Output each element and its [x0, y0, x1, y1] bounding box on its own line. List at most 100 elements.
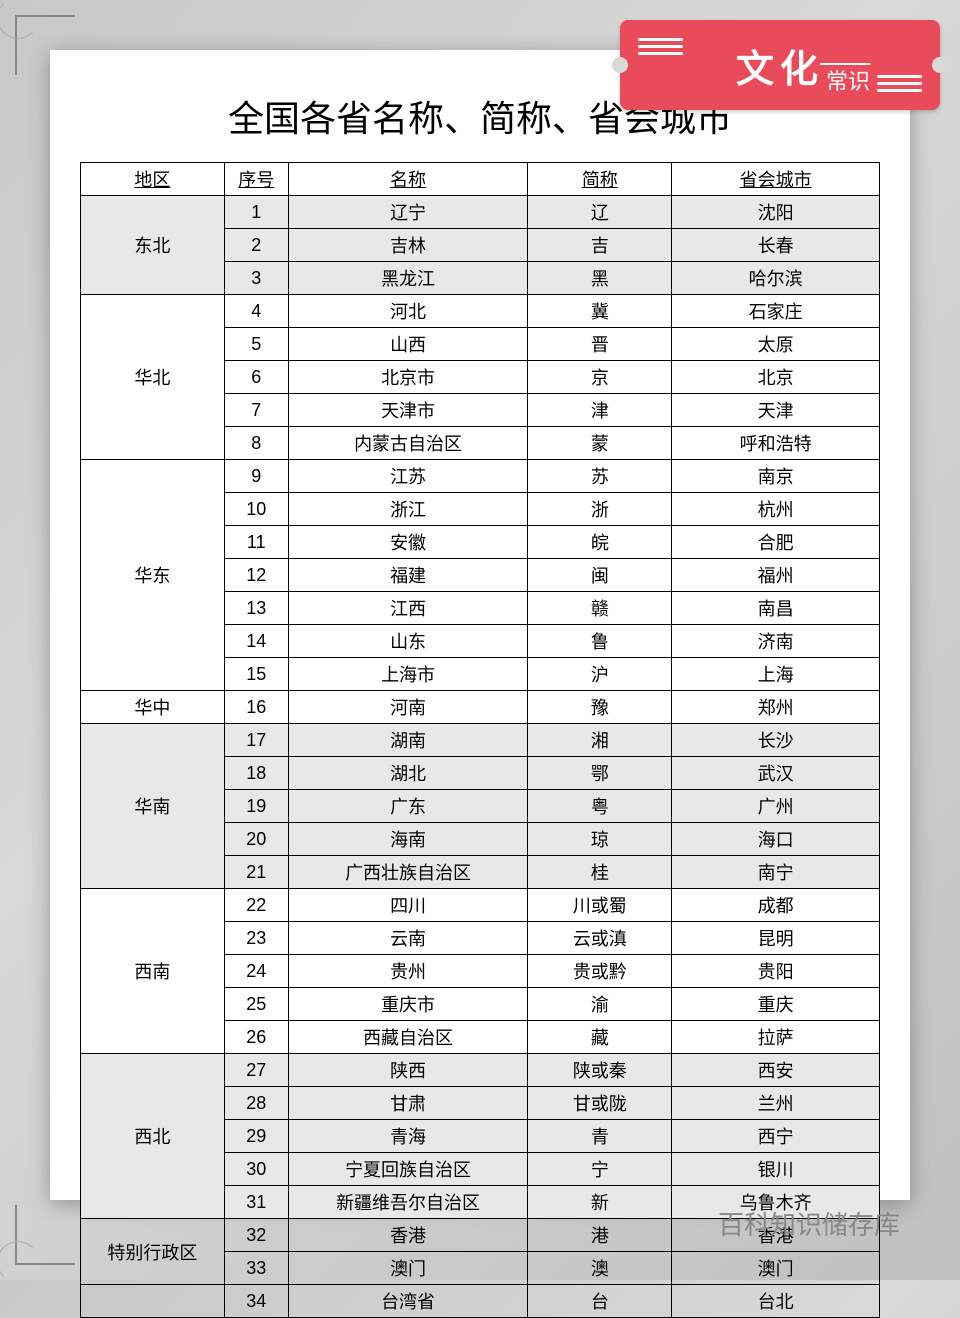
cell-cap: 广州	[672, 790, 880, 823]
cell-n: 1	[224, 196, 288, 229]
cell-n: 23	[224, 922, 288, 955]
col-num-header: 序号	[224, 163, 288, 196]
cell-n: 21	[224, 856, 288, 889]
cell-n: 20	[224, 823, 288, 856]
table-row: 华东9江苏苏南京	[81, 460, 880, 493]
cell-name: 广西壮族自治区	[288, 856, 528, 889]
cell-n: 4	[224, 295, 288, 328]
cell-abbr: 苏	[528, 460, 672, 493]
cell-abbr: 桂	[528, 856, 672, 889]
cell-name: 浙江	[288, 493, 528, 526]
cell-name: 河北	[288, 295, 528, 328]
col-abbr-header: 简称	[528, 163, 672, 196]
culture-stamp: 文化 常识	[620, 20, 940, 110]
cell-name: 湖南	[288, 724, 528, 757]
region-cell: 西南	[81, 889, 225, 1054]
cell-cap: 上海	[672, 658, 880, 691]
cell-n: 6	[224, 361, 288, 394]
cell-cap: 哈尔滨	[672, 262, 880, 295]
cell-cap: 西宁	[672, 1120, 880, 1153]
cell-cap: 北京	[672, 361, 880, 394]
stamp-lines-left	[638, 38, 683, 55]
cell-abbr: 晋	[528, 328, 672, 361]
cell-cap: 武汉	[672, 757, 880, 790]
cell-name: 新疆维吾尔自治区	[288, 1186, 528, 1219]
region-cell: 西北	[81, 1054, 225, 1219]
cell-cap: 昆明	[672, 922, 880, 955]
cell-cap: 海口	[672, 823, 880, 856]
region-cell: 东北	[81, 196, 225, 295]
cell-n: 13	[224, 592, 288, 625]
cell-abbr: 云或滇	[528, 922, 672, 955]
cell-name: 香港	[288, 1219, 528, 1252]
cell-abbr: 粤	[528, 790, 672, 823]
cell-n: 8	[224, 427, 288, 460]
cell-cap: 呼和浩特	[672, 427, 880, 460]
cell-abbr: 湘	[528, 724, 672, 757]
cell-abbr: 鄂	[528, 757, 672, 790]
cell-n: 30	[224, 1153, 288, 1186]
cell-name: 台湾省	[288, 1285, 528, 1318]
cell-cap: 拉萨	[672, 1021, 880, 1054]
cell-n: 12	[224, 559, 288, 592]
cell-n: 2	[224, 229, 288, 262]
cell-abbr: 台	[528, 1285, 672, 1318]
cell-n: 26	[224, 1021, 288, 1054]
cell-cap: 合肥	[672, 526, 880, 559]
table-row: 华南17湖南湘长沙	[81, 724, 880, 757]
cell-n: 17	[224, 724, 288, 757]
cell-cap: 南京	[672, 460, 880, 493]
cell-abbr: 琼	[528, 823, 672, 856]
corner-decoration-bl	[15, 1205, 75, 1265]
cell-n: 11	[224, 526, 288, 559]
cell-n: 10	[224, 493, 288, 526]
cell-name: 上海市	[288, 658, 528, 691]
cell-n: 27	[224, 1054, 288, 1087]
cell-name: 内蒙古自治区	[288, 427, 528, 460]
provinces-table: 地区 序号 名称 简称 省会城市 东北1辽宁辽沈阳2吉林吉长春3黑龙江黑哈尔滨华…	[80, 162, 880, 1318]
cell-n: 14	[224, 625, 288, 658]
cell-cap: 南宁	[672, 856, 880, 889]
cell-abbr: 港	[528, 1219, 672, 1252]
cell-cap: 重庆	[672, 988, 880, 1021]
cell-cap: 太原	[672, 328, 880, 361]
cell-abbr: 陕或秦	[528, 1054, 672, 1087]
cell-cap: 沈阳	[672, 196, 880, 229]
cell-n: 16	[224, 691, 288, 724]
cell-abbr: 赣	[528, 592, 672, 625]
table-row: 西南22四川川或蜀成都	[81, 889, 880, 922]
cell-abbr: 京	[528, 361, 672, 394]
cell-n: 7	[224, 394, 288, 427]
cell-name: 青海	[288, 1120, 528, 1153]
cell-abbr: 冀	[528, 295, 672, 328]
table-row: 东北1辽宁辽沈阳	[81, 196, 880, 229]
cell-cap: 台北	[672, 1285, 880, 1318]
cell-abbr: 新	[528, 1186, 672, 1219]
cell-abbr: 闽	[528, 559, 672, 592]
cell-cap: 成都	[672, 889, 880, 922]
stamp-text-small: 常识	[826, 64, 870, 96]
stamp-lines-right	[877, 75, 922, 92]
cell-abbr: 蒙	[528, 427, 672, 460]
cell-name: 天津市	[288, 394, 528, 427]
cell-cap: 贵阳	[672, 955, 880, 988]
cell-cap: 郑州	[672, 691, 880, 724]
cell-abbr: 浙	[528, 493, 672, 526]
cell-name: 福建	[288, 559, 528, 592]
cell-n: 24	[224, 955, 288, 988]
cell-name: 陕西	[288, 1054, 528, 1087]
cell-abbr: 皖	[528, 526, 672, 559]
cell-name: 吉林	[288, 229, 528, 262]
cell-cap: 杭州	[672, 493, 880, 526]
cell-n: 3	[224, 262, 288, 295]
cell-cap: 济南	[672, 625, 880, 658]
cell-n: 15	[224, 658, 288, 691]
cell-name: 江西	[288, 592, 528, 625]
col-name-header: 名称	[288, 163, 528, 196]
cell-abbr: 津	[528, 394, 672, 427]
cell-name: 安徽	[288, 526, 528, 559]
cell-abbr: 黑	[528, 262, 672, 295]
region-cell: 华南	[81, 724, 225, 889]
region-cell: 华中	[81, 691, 225, 724]
cell-n: 34	[224, 1285, 288, 1318]
